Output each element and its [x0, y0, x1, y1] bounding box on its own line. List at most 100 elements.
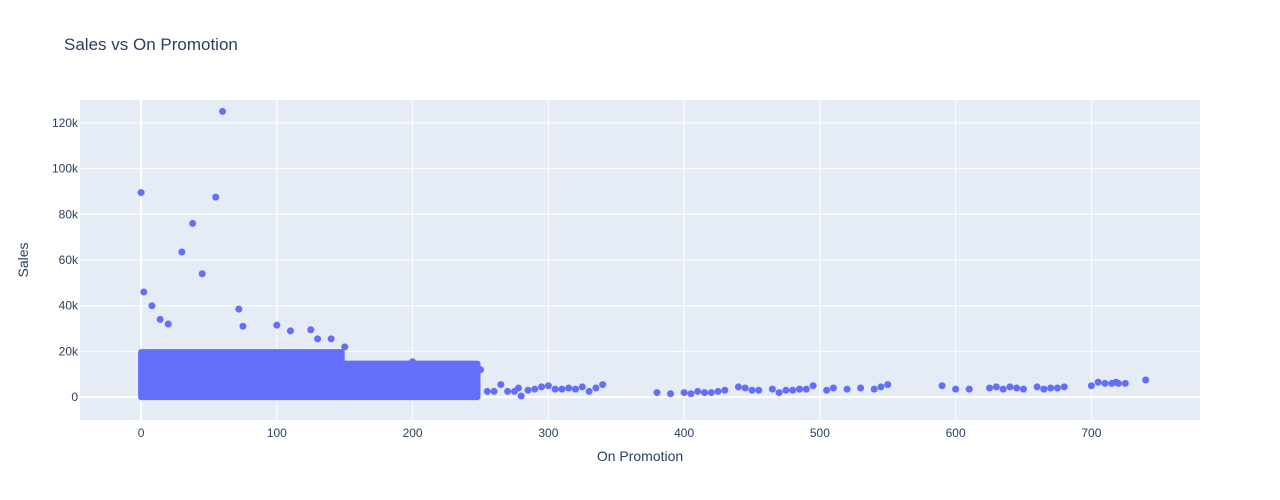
- data-point: [538, 383, 546, 391]
- data-point: [140, 288, 148, 296]
- x-tick-label: 0: [138, 426, 145, 440]
- data-point: [178, 248, 186, 256]
- data-point: [789, 386, 797, 394]
- data-point: [680, 389, 688, 397]
- data-point: [1053, 384, 1061, 392]
- data-point: [137, 189, 145, 197]
- data-point: [286, 327, 294, 335]
- data-point: [327, 335, 335, 343]
- data-point: [490, 387, 498, 395]
- data-point: [829, 384, 837, 392]
- data-point: [755, 386, 763, 394]
- x-tick-label: 500: [810, 426, 830, 440]
- data-point: [198, 270, 206, 278]
- data-point: [768, 385, 776, 393]
- data-point: [156, 315, 164, 323]
- data-point: [1047, 384, 1055, 392]
- data-point: [1121, 379, 1129, 387]
- data-point: [544, 382, 552, 390]
- data-point: [721, 386, 729, 394]
- data-point: [653, 389, 661, 397]
- data-point: [463, 362, 471, 370]
- data-point: [938, 382, 946, 390]
- data-point: [986, 384, 994, 392]
- data-point: [572, 385, 580, 393]
- x-tick-label: 100: [267, 426, 287, 440]
- data-point: [409, 358, 417, 366]
- data-point: [741, 384, 749, 392]
- data-point: [667, 390, 675, 398]
- data-point: [531, 385, 539, 393]
- data-point: [707, 389, 715, 397]
- data-point: [1087, 382, 1095, 390]
- data-point: [952, 385, 960, 393]
- y-tick-label: 80k: [59, 207, 79, 221]
- data-point: [823, 386, 831, 394]
- data-point: [341, 343, 349, 351]
- data-point: [1060, 383, 1068, 391]
- y-tick-label: 20k: [59, 344, 79, 358]
- data-point: [164, 320, 172, 328]
- x-tick-label: 600: [946, 426, 966, 440]
- chart-title: Sales vs On Promotion: [64, 35, 238, 54]
- x-tick-label: 300: [538, 426, 558, 440]
- data-point: [524, 386, 532, 394]
- data-point: [578, 383, 586, 391]
- data-point: [884, 381, 892, 389]
- data-point: [748, 386, 756, 394]
- y-tick-label: 60k: [59, 253, 79, 267]
- data-point: [483, 387, 491, 395]
- data-point: [999, 385, 1007, 393]
- data-point: [1094, 378, 1102, 386]
- data-point: [585, 387, 593, 395]
- data-point: [700, 389, 708, 397]
- y-axis-ticks: 0 20k 40k 60k 80k 100k 120k: [52, 116, 79, 404]
- data-point: [796, 385, 804, 393]
- data-point: [551, 385, 559, 393]
- data-point: [189, 219, 197, 227]
- data-point: [517, 392, 525, 400]
- data-points: [137, 107, 1150, 400]
- data-point: [592, 384, 600, 392]
- x-tick-label: 400: [674, 426, 694, 440]
- x-tick-label: 200: [403, 426, 423, 440]
- y-axis-title: Sales: [15, 242, 31, 277]
- data-point: [1006, 383, 1014, 391]
- data-point: [558, 385, 566, 393]
- data-point: [775, 389, 783, 397]
- y-tick-label: 120k: [52, 116, 79, 130]
- grid-lines: [80, 100, 1200, 420]
- dense-region: [341, 360, 481, 401]
- data-point: [1013, 384, 1021, 392]
- data-point: [843, 385, 851, 393]
- data-point: [1020, 385, 1028, 393]
- data-point: [992, 383, 1000, 391]
- x-axis-title: On Promotion: [597, 448, 683, 464]
- x-axis-ticks: 0 100 200 300 400 500 600 700: [138, 426, 1102, 440]
- data-point: [965, 385, 973, 393]
- data-point: [1033, 383, 1041, 391]
- data-point: [870, 385, 878, 393]
- data-point: [565, 384, 573, 392]
- data-point: [599, 381, 607, 389]
- data-point: [514, 384, 522, 392]
- data-point: [273, 321, 281, 329]
- data-point: [212, 193, 220, 201]
- data-point: [734, 383, 742, 391]
- data-point: [694, 387, 702, 395]
- dense-point-region: [138, 349, 481, 401]
- data-point: [239, 322, 247, 330]
- data-point: [802, 385, 810, 393]
- data-point: [877, 383, 885, 391]
- data-point: [476, 366, 484, 374]
- data-point: [307, 326, 315, 334]
- data-point: [219, 107, 227, 115]
- data-point: [687, 390, 695, 398]
- data-point: [809, 382, 817, 390]
- data-point: [714, 387, 722, 395]
- y-tick-label: 100k: [52, 162, 79, 176]
- data-point: [504, 387, 512, 395]
- data-point: [1142, 376, 1150, 384]
